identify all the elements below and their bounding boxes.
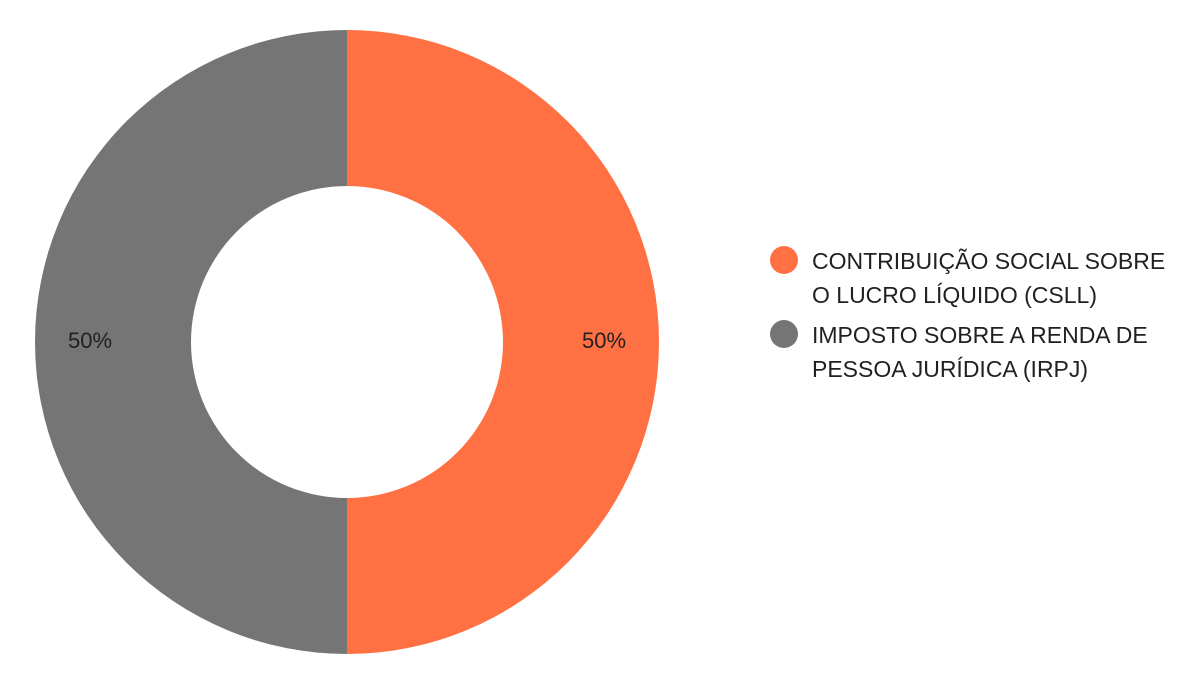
legend-swatch-irpj	[770, 320, 798, 348]
slice-value-label-csll: 50%	[582, 328, 626, 353]
legend-entry-csll[interactable]: CONTRIBUIÇÃO SOCIAL SOBRE O LUCRO LÍQUID…	[770, 244, 1190, 312]
legend-entry-irpj[interactable]: IMPOSTO SOBRE A RENDA DE PESSOA JURÍDICA…	[770, 318, 1190, 386]
legend-label-csll: CONTRIBUIÇÃO SOCIAL SOBRE O LUCRO LÍQUID…	[812, 248, 1166, 308]
chart-legend: CONTRIBUIÇÃO SOCIAL SOBRE O LUCRO LÍQUID…	[770, 244, 1190, 392]
donut-slice-csll[interactable]	[347, 30, 659, 654]
slice-value-label-irpj: 50%	[68, 328, 112, 353]
legend-swatch-csll	[770, 246, 798, 274]
legend-label-irpj: IMPOSTO SOBRE A RENDA DE PESSOA JURÍDICA…	[812, 322, 1148, 382]
donut-plot-area: 50% 50%	[35, 30, 659, 654]
donut-slice-irpj[interactable]	[35, 30, 347, 654]
